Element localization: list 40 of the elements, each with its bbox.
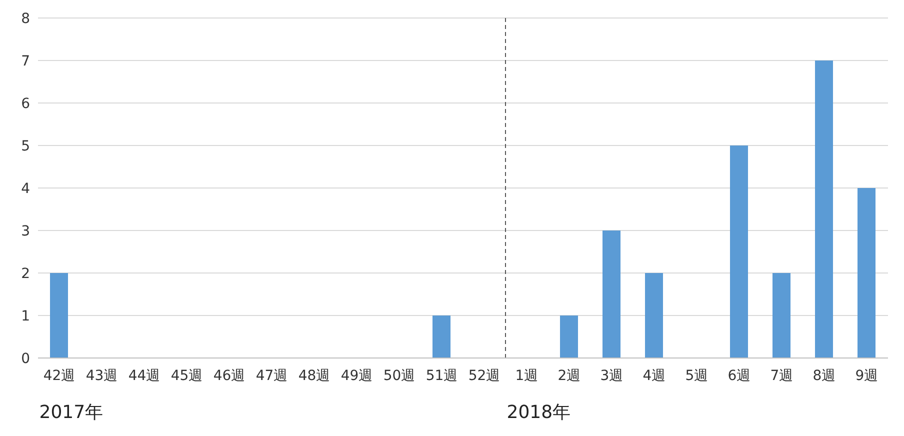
x-tick-label: 43週 (86, 368, 118, 384)
x-tick-label: 44週 (128, 368, 160, 384)
x-tick-label: 6週 (728, 368, 751, 384)
x-tick-label: 50週 (383, 368, 416, 384)
bar (50, 273, 68, 358)
bar (815, 60, 833, 358)
bar (645, 273, 663, 358)
x-tick-label: 42週 (43, 368, 76, 384)
x-tick-label: 5週 (685, 368, 708, 384)
bar (432, 316, 450, 358)
y-tick-label: 6 (21, 96, 30, 112)
x-tick-label: 48週 (298, 368, 330, 384)
text: 2018年 (506, 402, 571, 423)
bar (772, 273, 790, 358)
y-tick-label: 3 (21, 223, 30, 240)
x-tick-label: 51週 (426, 368, 458, 384)
y-tick-label: 7 (21, 53, 30, 70)
x-tick-label: 47週 (256, 368, 288, 384)
x-tick-label: 52週 (468, 368, 500, 384)
bar (730, 146, 748, 358)
x-tick-label: 45週 (170, 368, 203, 384)
bar (858, 188, 876, 358)
x-tick-label: 46週 (213, 368, 246, 384)
x-tick-label: 8週 (812, 368, 836, 384)
x-tick-label: 4週 (642, 368, 666, 384)
y-tick-label: 5 (21, 138, 30, 154)
x-tick-label: 7週 (770, 368, 794, 384)
y-tick-label: 0 (21, 350, 30, 367)
y-tick-label: 1 (21, 308, 30, 324)
x-tick-label: 3週 (600, 368, 624, 384)
y-tick-label: 4 (21, 180, 30, 197)
y-tick-label: 2 (21, 266, 30, 282)
bar (602, 230, 620, 358)
bar (560, 316, 578, 358)
x-tick-label: 49週 (340, 368, 373, 384)
x-tick-label: 2週 (558, 368, 581, 384)
y-tick-label: 8 (21, 10, 30, 27)
text: 2017年 (39, 402, 104, 423)
x-tick-label: 9週 (855, 368, 878, 384)
x-tick-label: 1週 (515, 368, 538, 384)
